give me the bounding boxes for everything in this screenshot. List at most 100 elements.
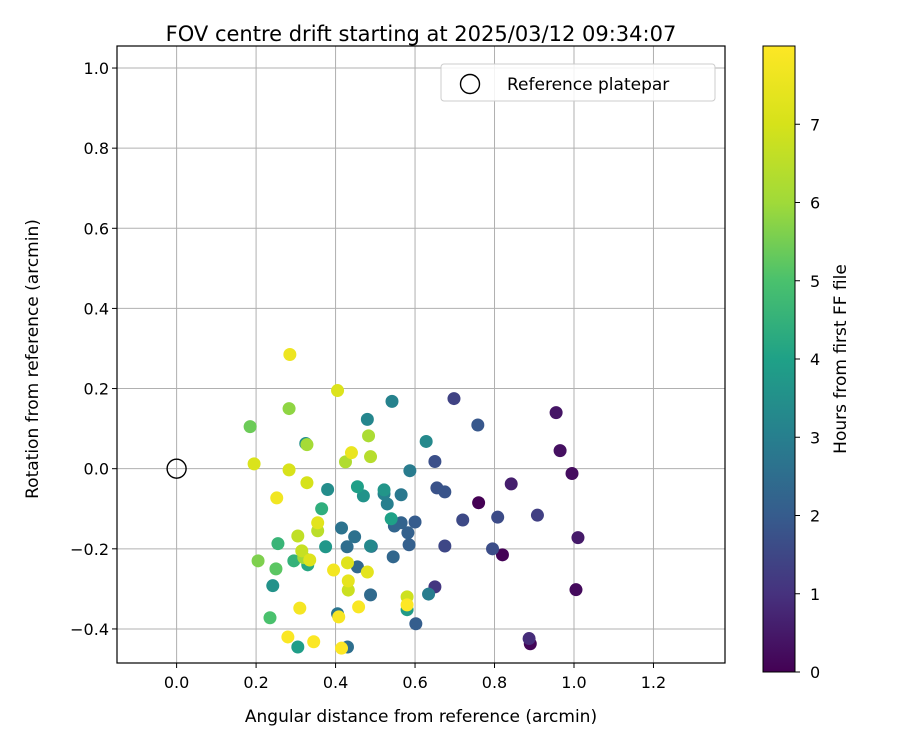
data-point <box>422 587 436 601</box>
colorbar-tick-label: 3 <box>810 428 820 447</box>
data-point <box>495 548 509 562</box>
data-point <box>364 539 378 553</box>
x-tick-label: 1.0 <box>561 673 586 692</box>
y-tick-label: −0.2 <box>70 540 109 559</box>
data-point <box>303 553 317 567</box>
data-point <box>571 531 585 545</box>
data-point <box>565 466 579 480</box>
y-ticks: −0.4 −0.2 0.0 0.2 0.4 0.6 0.8 1.0 <box>70 59 117 639</box>
colorbar-tick-label: 0 <box>810 663 820 682</box>
data-point <box>269 562 283 576</box>
colorbar-gradient <box>762 45 796 673</box>
data-point <box>341 583 355 597</box>
data-point <box>553 444 567 458</box>
data-point <box>319 540 333 554</box>
data-point <box>403 464 417 478</box>
data-point <box>402 538 416 552</box>
data-point <box>350 480 364 494</box>
data-point <box>350 560 364 574</box>
data-point <box>352 600 366 614</box>
data-point <box>311 516 325 530</box>
y-tick-label: 0.0 <box>84 460 109 479</box>
y-tick-label: 1.0 <box>84 59 109 78</box>
data-point <box>400 598 414 612</box>
data-point <box>282 463 296 477</box>
y-tick-label: 0.8 <box>84 139 109 158</box>
y-tick-label: 0.6 <box>84 219 109 238</box>
data-point <box>247 457 261 471</box>
colorbar-tick-label: 6 <box>810 194 820 213</box>
x-tick-label: 0.8 <box>482 673 507 692</box>
legend-reference-marker <box>459 73 481 95</box>
reference-platepar-marker <box>166 458 187 479</box>
y-axis-label: Rotation from reference (arcmin) <box>23 219 43 499</box>
colorbar-tick-label: 1 <box>810 585 820 604</box>
y-tick-label: −0.4 <box>70 620 109 639</box>
data-point <box>300 438 314 452</box>
data-point <box>293 601 307 615</box>
colorbar: 0 1 2 3 4 5 6 7 Hours from first FF file <box>762 45 851 682</box>
data-point <box>283 348 297 361</box>
data-point <box>335 521 349 535</box>
data-point <box>315 502 329 516</box>
data-point <box>569 583 583 597</box>
x-ticks: 0.0 0.2 0.4 0.6 0.8 1.0 1.2 <box>164 663 666 692</box>
data-point <box>356 489 370 503</box>
data-point <box>331 384 345 398</box>
colorbar-tick-label: 5 <box>810 272 820 291</box>
data-point <box>364 450 378 464</box>
data-point <box>282 402 296 416</box>
data-point <box>401 526 415 540</box>
legend: Reference platepar <box>440 63 716 102</box>
data-point <box>270 491 284 505</box>
data-point <box>348 530 362 544</box>
data-point <box>338 455 352 469</box>
data-point <box>344 446 358 460</box>
x-tick-label: 0.0 <box>164 673 189 692</box>
data-point <box>472 496 486 510</box>
data-point <box>300 476 314 490</box>
data-points <box>166 348 585 655</box>
data-point <box>332 610 346 624</box>
data-point <box>335 641 349 655</box>
data-point <box>307 635 321 649</box>
x-tick-label: 1.2 <box>641 673 666 692</box>
data-point <box>385 394 399 408</box>
data-point <box>340 556 354 570</box>
x-tick-label: 0.2 <box>243 673 268 692</box>
data-point <box>251 554 265 568</box>
data-point <box>428 454 442 468</box>
data-point <box>281 630 295 644</box>
data-point <box>394 488 408 502</box>
x-axis-label: Angular distance from reference (arcmin) <box>245 707 597 727</box>
data-point <box>295 544 309 558</box>
x-tick-label: 0.6 <box>402 673 427 692</box>
data-point <box>243 420 257 434</box>
y-tick-label: 0.4 <box>84 299 109 318</box>
data-point <box>471 418 485 432</box>
legend-entry-reference: Reference platepar <box>507 75 669 95</box>
data-point <box>522 632 536 646</box>
data-point <box>266 579 280 593</box>
data-point <box>340 540 354 554</box>
data-point <box>377 483 391 497</box>
y-tick-label: 0.2 <box>84 380 109 399</box>
data-point <box>291 640 305 654</box>
data-point <box>263 611 277 625</box>
data-point <box>360 412 374 426</box>
data-point <box>364 588 378 602</box>
data-point <box>456 513 470 527</box>
plot-frame <box>116 45 726 664</box>
data-point <box>419 434 433 448</box>
data-point <box>408 515 422 529</box>
data-point <box>504 477 518 491</box>
data-point <box>287 554 301 568</box>
colorbar-ticks: 0 1 2 3 4 5 6 7 <box>795 115 820 682</box>
data-point <box>549 406 563 420</box>
x-tick-label: 0.4 <box>323 673 348 692</box>
colorbar-tick-label: 7 <box>810 115 820 134</box>
chart-title: FOV centre drift starting at 2025/03/12 … <box>166 22 677 46</box>
data-point <box>360 565 374 579</box>
data-point <box>409 617 423 631</box>
